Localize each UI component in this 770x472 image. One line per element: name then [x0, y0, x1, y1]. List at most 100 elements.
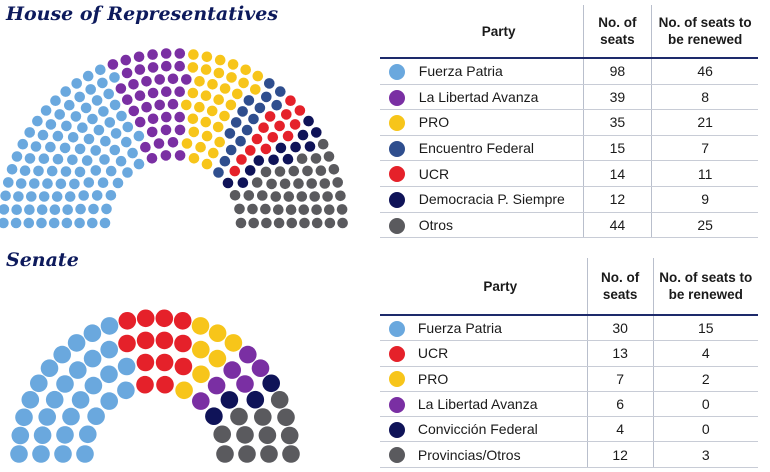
house-seat-dot — [241, 124, 253, 136]
house-renewed-count: 8 — [651, 84, 758, 111]
house-seat-dot — [261, 91, 272, 103]
senate-seat-dot — [38, 408, 56, 426]
senate-seat-dot — [69, 361, 87, 379]
house-seat-dot — [51, 191, 63, 202]
house-legend-swatch — [389, 89, 406, 106]
house-seat-dot — [302, 165, 313, 177]
house-seat-table: Party No. of seats No. of seats to be re… — [380, 5, 758, 239]
senate-seat-dot — [262, 374, 281, 393]
house-seat-dot — [110, 128, 122, 139]
house-seat-dot — [98, 106, 109, 117]
senate-seat-dot — [21, 391, 40, 409]
house-seat-dot — [187, 113, 199, 125]
house-seat-dot — [235, 217, 247, 229]
house-party-name: Fuerza Patria — [414, 58, 584, 85]
house-seat-dot — [285, 204, 297, 215]
house-seat-dot — [337, 217, 348, 229]
senate-seat-dot — [136, 309, 155, 328]
house-seat-dot — [294, 105, 306, 116]
house-seat-dot — [54, 109, 65, 120]
senate-seat-dot — [117, 357, 136, 376]
senate-seat-dot — [79, 425, 97, 444]
house-seat-dot — [55, 178, 67, 190]
house-seat-dot — [296, 191, 308, 202]
house-seat-dot — [309, 191, 321, 202]
house-seat-dot — [70, 111, 82, 122]
house-seat-dot — [23, 217, 35, 229]
house-seat-dot — [33, 165, 44, 177]
house-seat-dot — [248, 217, 259, 229]
senate-seat-dot — [136, 353, 155, 372]
house-seat-dot — [128, 79, 139, 90]
house-seat-dot — [213, 94, 224, 105]
senate-seat-dot — [100, 340, 118, 359]
senate-seat-dot — [136, 331, 155, 350]
house-seat-dot — [258, 122, 269, 133]
senate-seat-dot — [156, 375, 174, 394]
senate-header-party: Party — [413, 258, 588, 316]
house-seat-dot — [103, 88, 114, 100]
house-table-row: PRO 35 21 — [380, 109, 758, 136]
house-seat-dot — [271, 99, 283, 111]
house-seat-count: 35 — [582, 109, 652, 136]
house-seat-dot — [201, 130, 213, 142]
senate-legend-swatch — [388, 421, 405, 438]
house-seat-dot — [61, 120, 72, 132]
senate-seat-dot — [71, 391, 90, 409]
senate-seat-dot — [83, 324, 102, 342]
senate-seat-dot — [258, 426, 277, 444]
house-seat-count: 14 — [582, 160, 652, 187]
senate-seat-dot — [32, 445, 50, 463]
house-seat-dot — [104, 117, 116, 128]
house-seat-dot — [46, 165, 58, 177]
house-seat-dot — [45, 141, 56, 153]
senate-seat-table: Party No. of seats No. of seats to be re… — [380, 258, 758, 468]
house-seat-dot — [141, 101, 152, 113]
house-seat-dot — [87, 113, 98, 125]
house-seat-dot — [243, 190, 255, 201]
house-table-row: Fuerza Patria 98 46 — [380, 58, 758, 85]
senate-seat-dot — [192, 365, 210, 384]
senate-table-header: Party No. of seats No. of seats to be re… — [380, 258, 758, 316]
senate-seat-dot — [83, 349, 102, 368]
house-renewed-count: 21 — [651, 109, 758, 136]
senate-renewed-count: 0 — [652, 416, 758, 443]
house-seat-count: 44 — [582, 212, 652, 239]
house-seat-dot — [30, 141, 42, 152]
house-seat-dot — [134, 90, 146, 101]
house-seat-dot — [81, 155, 93, 166]
house-seat-dot — [267, 132, 279, 143]
senate-seat-dot — [10, 445, 28, 463]
house-seat-dot — [160, 150, 172, 161]
senate-seat-dot — [40, 359, 59, 377]
house-seat-dot — [17, 138, 29, 150]
house-seat-dot — [38, 153, 50, 164]
house-seat-dot — [194, 101, 205, 113]
house-seat-dot — [226, 72, 237, 83]
senate-header-seats: No. of seats — [586, 258, 654, 316]
house-seat-dot — [60, 86, 71, 97]
house-seat-dot — [161, 86, 172, 97]
house-seat-dot — [74, 166, 86, 178]
house-seat-dot — [100, 135, 111, 147]
house-seat-dot — [306, 178, 318, 189]
house-seat-dot — [200, 64, 212, 75]
house-header-party: Party — [414, 5, 584, 59]
house-seat-dot — [3, 177, 14, 188]
senate-seat-dot — [54, 445, 72, 463]
house-seat-dot — [40, 105, 52, 116]
house-seat-dot — [52, 130, 64, 142]
senate-seat-dot — [213, 425, 231, 444]
house-seat-dot — [90, 165, 102, 176]
house-legend-swatch — [389, 63, 406, 80]
house-seat-dot — [282, 130, 294, 142]
house-seat-dot — [146, 126, 158, 138]
senate-seat-count: 12 — [586, 441, 654, 468]
senate-seat-dot — [56, 426, 74, 444]
house-seat-dot — [200, 116, 212, 128]
house-legend-swatch — [389, 217, 406, 234]
senate-seat-dot — [155, 309, 174, 328]
house-seat-dot — [252, 70, 264, 82]
house-seat-dot — [36, 204, 48, 215]
house-seat-dot — [38, 191, 50, 202]
